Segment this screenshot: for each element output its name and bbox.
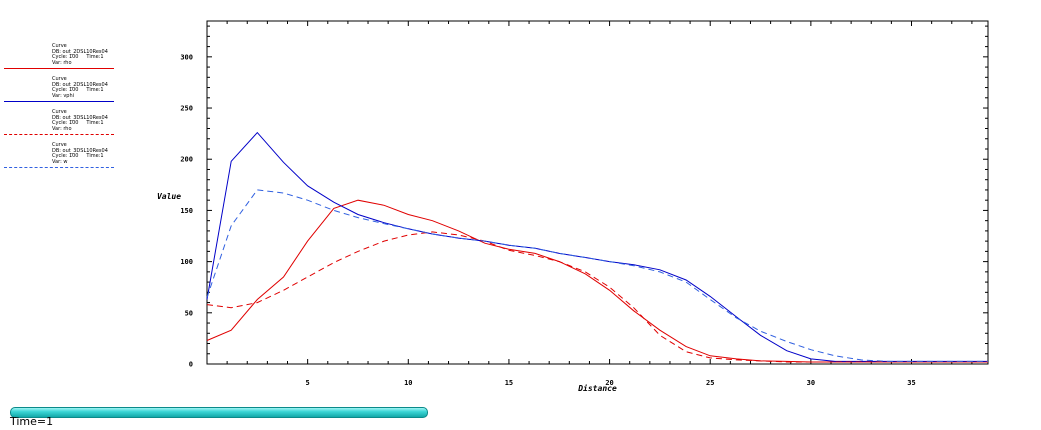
legend-text-line: Var: vphi [52,92,75,99]
legend-entry-text: Curve DB: out_3DSL10Res04 Cycle: 100 Time:… [52,109,108,132]
legend-entry: Curve DB: out_3DSL10Res04 Cycle: 100 Time:… [0,139,120,172]
plot-frame [206,20,989,365]
series-line-4 [206,189,988,362]
series-line-1 [206,199,988,363]
series-line-3 [206,231,988,363]
series-lines [206,131,988,363]
legend-swatch [4,167,114,168]
legend-text-line: Var: rho [52,59,72,66]
legend-entry-text: Curve DB: out_2DSL10Res04 Cycle: 100 Time:… [52,43,108,66]
x-tick-label: 10 [404,379,412,387]
line-chart: 5 10 15 20 25 30 35 0 50 100 150 200 250 300 Distance… [157,20,989,393]
legend-text-line: Curve [52,109,67,115]
legend-text-line: Cycle: 100 Time:1 [52,153,104,159]
legend-text-line: Curve [52,142,67,148]
y-tick-label: 200 [180,156,193,164]
legend-text-line: Cycle: 100 Time:1 [52,120,104,126]
axis-tick-labels: 5 10 15 20 25 30 35 0 50 100 150 200 250 300 [180,53,915,387]
x-tick-label: 20 [605,379,613,387]
legend-swatch [4,68,114,69]
legend-entry-text: Curve DB: out_3DSL10Res04 Cycle: 100 Time:… [52,142,108,165]
legend-text-line: DB: out_3DSL10Res04 [52,147,108,154]
x-tick-label: 25 [706,379,714,387]
y-tick-label: 300 [180,53,193,61]
y-tick-label: 100 [180,258,193,266]
legend-entry: Curve DB: out_3DSL10Res04 Cycle: 100 Time:… [0,106,120,139]
legend-entry: Curve DB: out_2DSL10Res04 Cycle: 100 Time:… [0,73,120,106]
time-slider-track[interactable] [8,407,428,421]
axis-ticks [206,21,988,365]
legend-text-line: Curve [52,43,67,49]
legend-text-line: Var: w [52,158,68,165]
x-tick-label: 30 [807,379,815,387]
legend-swatch [4,134,114,135]
legend-text-line: Var: rho [52,125,72,132]
series-line-2 [206,131,988,362]
y-axis-label: Value [157,192,181,201]
y-tick-label: 50 [185,309,193,317]
x-tick-label: 15 [505,379,513,387]
y-tick-label: 250 [180,105,193,113]
time-label: Time=1 [10,415,54,428]
legend-text-line: DB: out_3DSL10Res04 [52,114,108,121]
x-axis-label: Distance [577,383,617,393]
legend-entry: Curve DB: out_2DSL10Res04 Cycle: 100 Time:… [0,40,120,73]
legend-swatch [4,101,114,102]
x-tick-label: 35 [907,379,915,387]
legend-text-line: DB: out_2DSL10Res04 [52,48,108,55]
legend-entry-text: Curve DB: out_2DSL10Res04 Cycle: 100 Time:… [52,76,108,99]
legend: Curve DB: out_2DSL10Res04 Cycle: 100 Time:… [0,40,120,172]
legend-text-line: Cycle: 100 Time:1 [52,54,104,60]
legend-text-line: Curve [52,76,67,82]
y-tick-label: 0 [189,361,193,369]
time-slider[interactable] [10,407,428,418]
legend-text-line: Cycle: 100 Time:1 [52,87,104,93]
legend-text-line: DB: out_2DSL10Res04 [52,81,108,88]
y-tick-label: 150 [180,207,193,215]
x-tick-label: 5 [306,379,310,387]
